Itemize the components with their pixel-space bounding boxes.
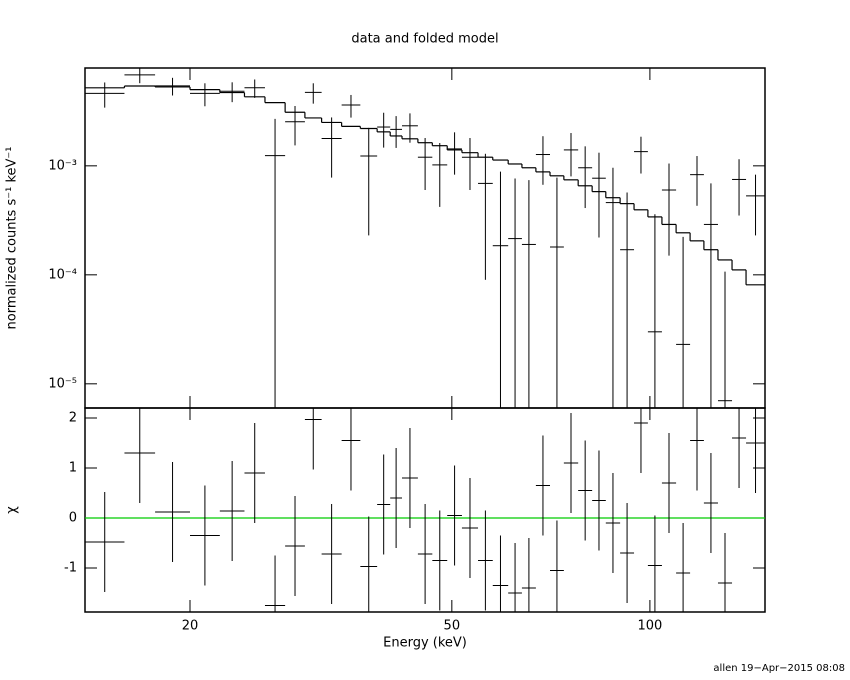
x-axis-label: Energy (keV)	[383, 636, 467, 651]
y-tick-label: -1	[64, 561, 77, 576]
y-tick-label: 10⁻⁵	[48, 376, 77, 391]
footer: allen 19−Apr−2015 08:08	[713, 663, 845, 674]
x-tick-label: 20	[182, 619, 199, 634]
y-tick-label: 10⁻⁴	[48, 267, 77, 282]
y-axis-label: χ	[5, 506, 20, 514]
y-tick-label: 1	[69, 461, 77, 476]
y-tick-label: 10⁻³	[48, 158, 77, 173]
y-tick-label: 2	[69, 411, 77, 426]
y-tick-label: 0	[69, 511, 77, 526]
y-axis-label: normalized counts s⁻¹ keV⁻¹	[5, 147, 20, 330]
x-tick-label: 100	[637, 619, 662, 634]
plot-frame	[84, 407, 766, 613]
chart-title: data and folded model	[351, 32, 498, 47]
x-tick-label: 50	[444, 619, 461, 634]
